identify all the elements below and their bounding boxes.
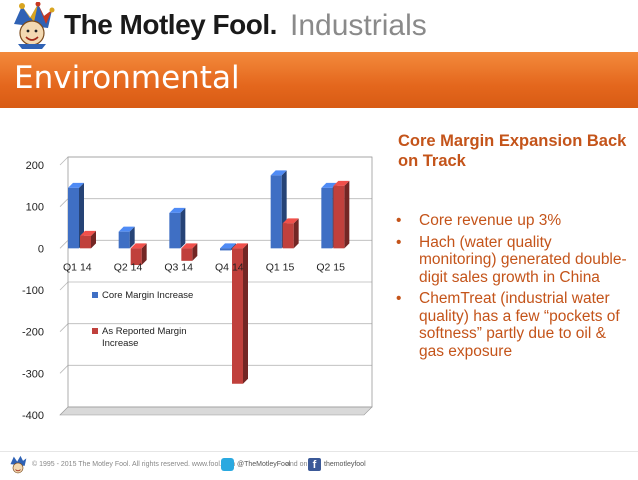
- section-banner: Environmental: [0, 52, 638, 108]
- x-tick-label: Q2 14: [114, 261, 143, 273]
- bar: [169, 207, 186, 249]
- bar-front: [130, 248, 142, 265]
- bar-side: [129, 226, 135, 249]
- bar-top: [282, 218, 299, 224]
- bar-front: [232, 248, 243, 384]
- bullet-glyph: •: [396, 290, 402, 307]
- legend-swatch: [92, 292, 98, 298]
- facebook-icon[interactable]: f: [308, 458, 321, 471]
- x-tick-label: Q1 15: [266, 261, 295, 273]
- gridline-side: [59, 323, 69, 332]
- y-tick-label: -100: [22, 285, 44, 297]
- y-tick-label: 200: [26, 160, 44, 172]
- bar: [68, 182, 84, 249]
- bar-front: [118, 231, 130, 249]
- legend-label: Core Margin Increase: [102, 290, 193, 301]
- bar-side: [141, 243, 147, 265]
- y-tick-label: 0: [38, 243, 44, 255]
- bar-front: [270, 175, 282, 249]
- x-tick-label: Q3 14: [164, 261, 193, 273]
- bar-top: [80, 230, 96, 236]
- bar-side: [180, 207, 186, 249]
- gridline-side: [59, 365, 69, 374]
- bullet-item: • Core revenue up 3%: [392, 212, 632, 230]
- bar-front: [68, 187, 79, 249]
- bullet-list: • Core revenue up 3% • Hach (water quality…: [392, 212, 632, 364]
- bar-front: [220, 248, 231, 251]
- twitter-icon[interactable]: [221, 458, 234, 471]
- x-tick-label: Q4 14: [215, 261, 244, 273]
- twitter-handle[interactable]: @TheMotleyFool: [237, 461, 291, 468]
- gridline-side: [59, 240, 69, 249]
- bar-side: [293, 218, 299, 249]
- bar-side: [344, 180, 350, 249]
- gridline-side: [59, 198, 69, 207]
- bullet-glyph: •: [396, 212, 402, 229]
- y-tick-label: 100: [26, 202, 44, 214]
- slide-title: Environmental: [14, 60, 240, 96]
- bar: [80, 230, 96, 249]
- gridline-side: [59, 281, 69, 291]
- bar-top: [130, 243, 147, 249]
- chart-floor: [59, 406, 373, 416]
- bar-side: [243, 243, 248, 384]
- bar-front: [321, 187, 333, 249]
- jester-logo-icon: [14, 2, 55, 49]
- bullet-text: ChemTreat (industrial water quality) has…: [419, 290, 620, 360]
- bullet-glyph: •: [396, 233, 402, 251]
- bar-front: [80, 235, 91, 249]
- bullet-text: Core revenue up 3%: [419, 212, 562, 229]
- bullet-item: • ChemTreat (industrial water quality) ha…: [392, 290, 632, 360]
- gridline-side: [59, 156, 69, 166]
- bar: [333, 180, 350, 249]
- bullet-item: • Hach (water quality monitoring) generat…: [392, 234, 632, 287]
- legend-label: As Reported Margin Increase: [102, 326, 186, 349]
- footer: © 1995 - 2015 The Motley Fool. All right…: [0, 451, 638, 480]
- copyright-text: © 1995 - 2015 The Motley Fool. All right…: [32, 461, 236, 468]
- footer-and-on: and on: [286, 461, 308, 468]
- bar-top: [118, 226, 135, 232]
- bar-top: [270, 170, 287, 176]
- bar-top: [220, 243, 236, 249]
- brand-title: The Motley Fool.: [64, 9, 277, 40]
- bar-top: [181, 243, 198, 249]
- legend-label-line: As Reported Margin: [102, 326, 186, 337]
- x-tick-labels: Q1 14 Q2 14 Q3 14 Q4 14 Q1 15 Q2 15: [63, 261, 345, 273]
- x-tick-label: Q2 15: [316, 261, 345, 273]
- bar-side: [91, 230, 96, 249]
- bar: [282, 218, 299, 249]
- chart-legend: Core Margin Increase As Reported Margin In…: [92, 290, 193, 349]
- bar: [181, 243, 198, 261]
- legend-label-line: Increase: [102, 338, 138, 349]
- bar: [130, 243, 147, 265]
- bar-front: [181, 248, 193, 261]
- chart-back-wall: [67, 156, 373, 408]
- y-tick-label: -200: [22, 327, 44, 339]
- bar: [232, 243, 248, 384]
- bar-top: [333, 180, 350, 186]
- legend-label-line: Core Margin Increase: [102, 290, 193, 301]
- bar-top: [68, 182, 84, 188]
- bars: [68, 170, 350, 384]
- jester-logo-icon: [10, 455, 27, 474]
- y-tick-label: -400: [22, 410, 44, 422]
- bullet-text: Hach (water quality monitoring) generate…: [419, 233, 627, 286]
- bar-front: [282, 223, 294, 249]
- side-heading: Core Margin Expansion Back on Track: [398, 132, 627, 170]
- bar-front: [169, 212, 181, 249]
- brand-division: Industrials: [290, 9, 427, 42]
- y-tick-label: -300: [22, 368, 44, 380]
- y-tick-labels: 200 100 0 -100 -200 -300 -400: [22, 160, 44, 422]
- legend-swatch: [92, 328, 98, 334]
- bar-side: [192, 243, 198, 261]
- facebook-handle[interactable]: themotleyfool: [324, 461, 366, 468]
- x-tick-label: Q1 14: [63, 261, 92, 273]
- bar-top: [169, 207, 186, 213]
- bar-side: [79, 182, 84, 249]
- bar-top: [232, 243, 248, 249]
- header: The Motley Fool. Industrials: [0, 0, 638, 52]
- bar: [118, 226, 135, 249]
- bar-front: [333, 185, 345, 249]
